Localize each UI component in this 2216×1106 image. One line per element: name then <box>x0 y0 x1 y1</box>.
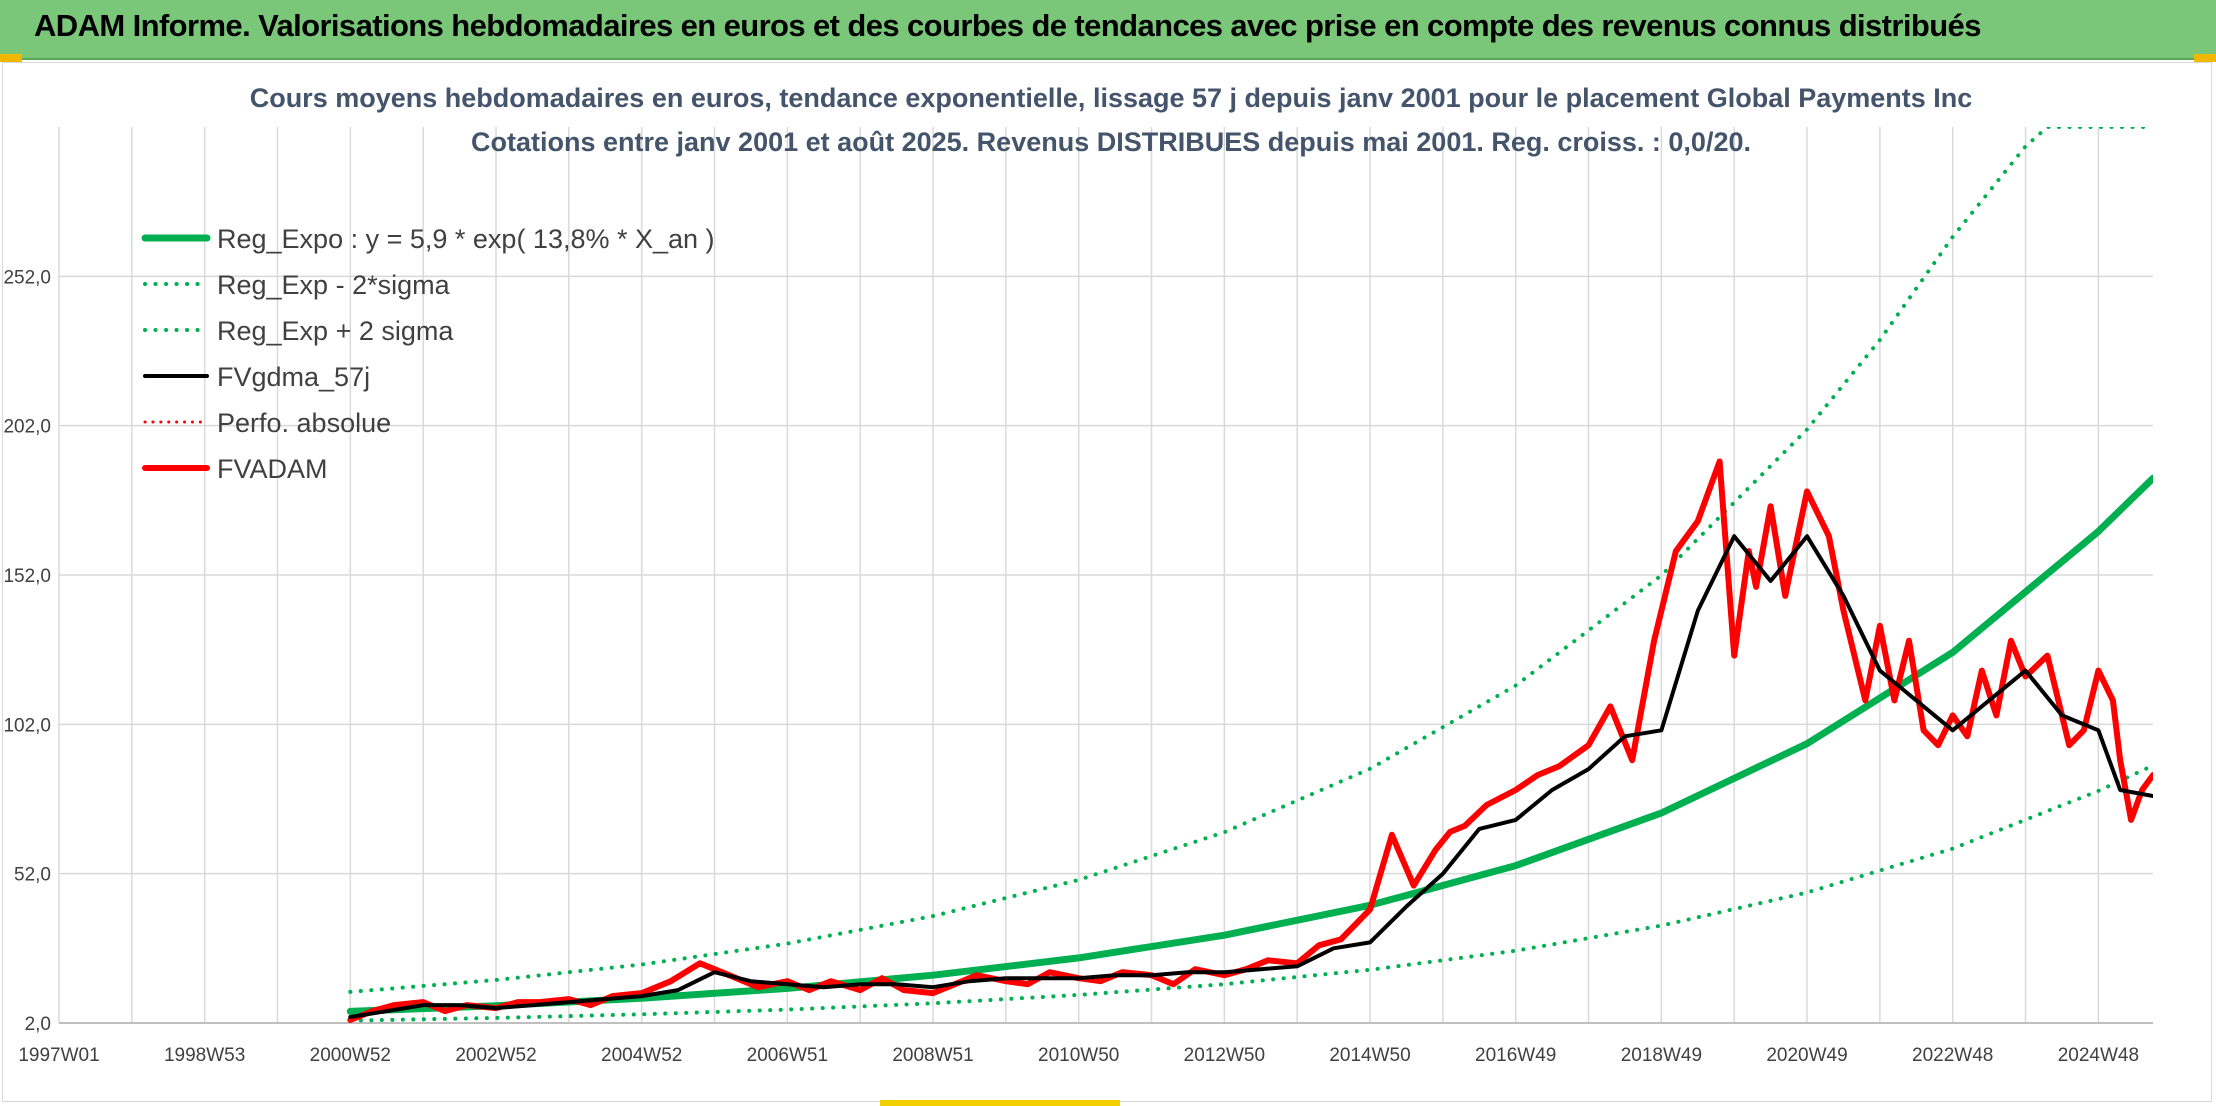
report-title-bar: ADAM Informe. Valorisations hebdomadaire… <box>0 0 2216 62</box>
series-lines <box>346 127 2153 1023</box>
report-title: ADAM Informe. Valorisations hebdomadaire… <box>34 8 1981 43</box>
chart-canvas: 1997W01 1998W53 2000W52 2002W52 2004W52 2006W… <box>3 83 2153 1066</box>
x-tick-label: 2020W49 <box>1766 1045 1847 1066</box>
y-tick-label: 52,0 <box>14 865 51 886</box>
x-tick-label: 1997W01 <box>18 1045 99 1066</box>
x-tick-label: 2014W50 <box>1329 1045 1410 1066</box>
legend-label: Reg_Exp - 2*sigma <box>217 270 451 300</box>
x-tick-label: 2008W51 <box>892 1045 973 1066</box>
x-tick-label: 2024W48 <box>2058 1045 2139 1066</box>
legend-label: Perfo. absolue <box>217 408 391 438</box>
y-tick-label: 152,0 <box>3 566 51 587</box>
legend-label: FVADAM <box>217 454 328 484</box>
y-tick-label: 2,0 <box>25 1014 51 1035</box>
legend-label: Reg_Exp + 2 sigma <box>217 316 454 346</box>
series-line-regexp <box>348 763 2153 1023</box>
y-tick-label: 252,0 <box>3 267 51 288</box>
x-tick-label: 2018W49 <box>1621 1045 1702 1066</box>
chart-frame: 1997W01 1998W53 2000W52 2002W52 2004W52 2006W… <box>2 62 2212 1102</box>
bottom-accent-strip <box>880 1100 1120 1106</box>
x-tick-label: 2012W50 <box>1184 1045 1265 1066</box>
legend-label: Reg_Expo : y = 5,9 * exp( 13,8% * X_an ) <box>217 224 715 254</box>
y-tick-label: 202,0 <box>3 417 51 438</box>
grid-lines <box>58 127 2153 1024</box>
title-bar-corner-left <box>0 54 22 62</box>
legend-label: FVgdma_57j <box>217 362 370 392</box>
legend: Reg_Expo : y = 5,9 * exp( 13,8% * X_an )… <box>141 224 715 484</box>
x-tick-label: 2016W49 <box>1475 1045 1556 1066</box>
x-tick-label: 2022W48 <box>1912 1045 1993 1066</box>
x-tick-label: 1998W53 <box>164 1045 245 1066</box>
chart-title-line1: Cours moyens hebdomadaires en euros, ten… <box>250 83 1973 113</box>
y-tick-label: 102,0 <box>3 715 51 736</box>
title-bar-corner-right <box>2194 54 2216 62</box>
series-line-fvgdma57j <box>348 534 2153 1019</box>
x-tick-label: 2006W51 <box>747 1045 828 1066</box>
series-line-regexp <box>348 127 2153 994</box>
axes: 1997W01 1998W53 2000W52 2002W52 2004W52 2006W… <box>3 267 2153 1066</box>
x-tick-label: 2002W52 <box>455 1045 536 1066</box>
series-line-regexpo <box>346 474 2153 1015</box>
chart-title-line2: Cotations entre janv 2001 et août 2025. … <box>471 127 1751 157</box>
x-tick-label: 2000W52 <box>310 1045 391 1066</box>
x-tick-label: 2010W50 <box>1038 1045 1119 1066</box>
x-tick-label: 2004W52 <box>601 1045 682 1066</box>
series-line-fvadam <box>347 458 2153 1023</box>
